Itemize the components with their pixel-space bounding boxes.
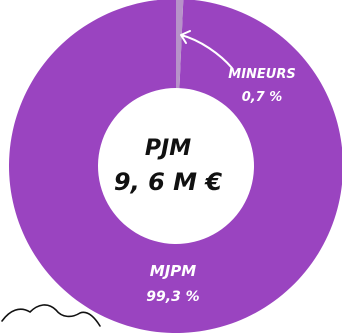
- center-label-line2: 9, 6 M €: [114, 168, 222, 196]
- slice-label-mjpm: MJPM: [150, 262, 197, 280]
- slice-mineurs: [176, 0, 184, 89]
- mineurs-arrow-icon: [180, 30, 233, 69]
- center-label-line1: PJM: [145, 136, 191, 161]
- donut-slices: [9, 0, 342, 333]
- slice-label-mineurs: MINEURS: [228, 67, 295, 82]
- squiggle-decoration: [1, 304, 101, 327]
- slice-value-mineurs: 0,7 %: [242, 90, 283, 105]
- slice-value-mjpm: 99,3 %: [146, 289, 199, 305]
- slice-mjpm: [9, 0, 342, 333]
